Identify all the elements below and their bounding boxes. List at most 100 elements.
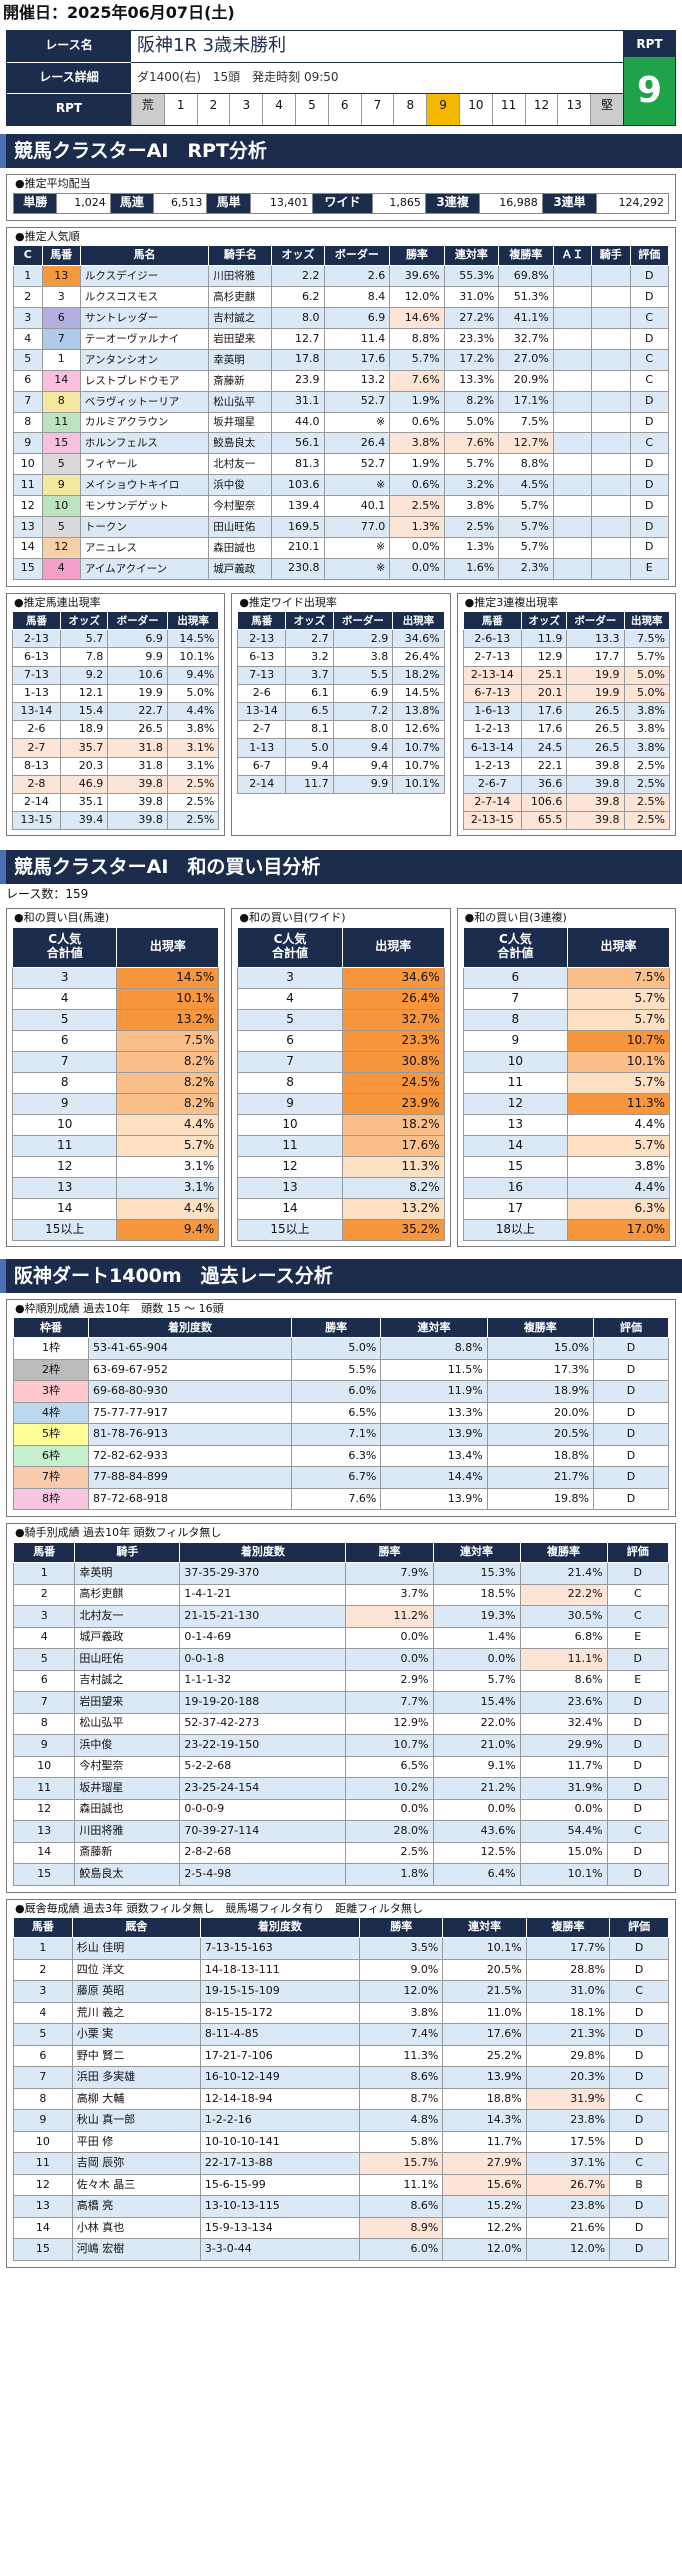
trainer-header: 評価	[609, 1917, 669, 1939]
popularity-cell: 3	[13, 307, 43, 329]
popularity-row: 1 13 ルクスデイジー 川田将雅 2.2 2.6 39.6% 55.3% 69.8% D	[13, 265, 669, 288]
jockey-cell: 6	[12, 1669, 76, 1693]
umaren-cell: 5.7	[59, 629, 109, 649]
popularity-cell	[552, 474, 593, 497]
umaren-cell: 2-13	[12, 629, 61, 649]
umaren-header: ボーダー	[107, 611, 168, 631]
sanrenpuku-cell: 19.9	[566, 683, 625, 704]
trainer-cell: D	[609, 2216, 669, 2240]
rpt-cell-2: 2	[196, 93, 230, 125]
jockey-cell: 3.7%	[345, 1583, 434, 1607]
umaren-cell: 9.4%	[166, 665, 220, 685]
wa-rate: 4.4%	[116, 1113, 220, 1136]
trainer-cell: 31.0%	[525, 1980, 611, 2003]
trainer-cell: 11.0%	[442, 2001, 527, 2025]
trainer-cell: 15	[13, 2238, 73, 2261]
waku-table: 枠番 着別度数 勝率 連対率 複勝率 評価 1枠 53-41-65-904 5.0% 8.8% 15…	[13, 1317, 670, 1511]
waku-cell: 13.9%	[380, 1423, 488, 1446]
jockey-cell: 54.4%	[519, 1820, 608, 1843]
popularity-cell: 1.3%	[389, 515, 445, 538]
jockey-cell: 10.7%	[345, 1734, 434, 1757]
wide-cell: 10.1%	[392, 774, 445, 794]
jockey-cell: 11.7%	[519, 1755, 608, 1779]
payout-value: 13,401	[249, 192, 314, 214]
wa-table: C人気 合計値 出現率 3 34.6% 4 26.4% 5 32.7% 6 23.3% 7 30.8%…	[237, 926, 445, 1241]
popularity-cell: C	[629, 348, 669, 371]
wa-sum: 11	[11, 1134, 118, 1157]
wide-cell: 9.4	[285, 756, 334, 776]
payout-title: ●推定平均配当	[15, 177, 91, 190]
wa-rate: 10.7%	[567, 1029, 670, 1052]
wa-row: 7 30.8%	[237, 1050, 445, 1073]
jockey-cell: 37-35-29-370	[179, 1562, 347, 1585]
wa-row: 15以上 9.4%	[11, 1218, 220, 1241]
popularity-cell: 52.7	[323, 390, 391, 413]
jockey-cell: 2.9%	[345, 1669, 434, 1693]
wide-header: 出現率	[392, 611, 445, 631]
jockey-cell: 12.9%	[345, 1712, 434, 1736]
popularity-cell: 6	[13, 369, 43, 392]
waku-cell: 69-68-80-930	[87, 1380, 292, 1403]
jockey-cell: 22.2%	[519, 1583, 608, 1607]
jockey-cell: 森田誠也	[74, 1798, 181, 1822]
jockey-header: 複勝率	[519, 1542, 608, 1564]
wa-row: 14 13.2%	[237, 1197, 445, 1220]
waku-cell: D	[592, 1487, 670, 1511]
wide-header: 馬番	[237, 611, 287, 631]
trainer-cell: 12.2%	[442, 2216, 527, 2240]
popularity-header: ボーダー	[323, 245, 391, 267]
popularity-cell: 15	[13, 557, 43, 580]
trainer-row: 2 四位 洋文 14-18-13-111 9.0% 20.5% 28.8% D	[13, 1958, 669, 1982]
wa-row: 3 34.6%	[237, 966, 445, 989]
wa-rate: 35.2%	[341, 1218, 445, 1241]
trainer-cell: 12.0%	[525, 2238, 611, 2261]
popularity-cell: 17.2%	[443, 348, 500, 371]
popularity-cell: 27.0%	[498, 348, 554, 371]
popularity-cell: 13	[41, 265, 81, 288]
popularity-cell: D	[629, 515, 669, 538]
wa-rate: 4.4%	[116, 1197, 220, 1220]
jockey-cell: D	[606, 1798, 670, 1822]
jockey-cell: 19.3%	[432, 1605, 521, 1628]
umaren-cell: 2.5%	[166, 811, 220, 831]
trainer-header: 厩舎	[71, 1917, 201, 1939]
waku-cell: 6.5%	[290, 1401, 382, 1425]
trainer-cell: B	[609, 2173, 669, 2197]
wa-rate: 5.7%	[567, 1071, 670, 1094]
sanrenpuku-cell: 12.9	[520, 647, 568, 667]
wa-sum: 8	[11, 1071, 118, 1094]
wa-rate: 17.0%	[567, 1218, 670, 1241]
popularity-box: ●推定人気順 C 馬番 馬名 騎手名 オッズ ボーダー 勝率 連対率 複勝率 ＡＩ 騎手 評価 1 13 ル…	[6, 226, 676, 587]
jockey-cell: 43.6%	[432, 1820, 521, 1843]
trainer-header: 着別度数	[199, 1917, 361, 1939]
wide-cell: 2-6	[237, 683, 287, 704]
jockey-cell: 30.5%	[519, 1605, 608, 1628]
popularity-cell: 6.2	[271, 286, 325, 309]
trainer-cell: 14.3%	[442, 2109, 527, 2132]
popularity-cell: ベラヴィットーリア	[79, 390, 210, 413]
popularity-cell: 40.1	[323, 495, 391, 517]
trainer-cell: 8-11-4-85	[199, 2023, 361, 2046]
popularity-cell: 岩田望来	[208, 327, 273, 350]
wa-row: 10 10.1%	[462, 1050, 670, 1073]
waku-cell: 20.5%	[486, 1423, 594, 1446]
wa-table: C人気 合計値 出現率 6 7.5% 7 5.7% 8 5.7% 9 10.7% 10 10.1% 11…	[462, 926, 670, 1241]
sanrenpuku-cell: 22.1	[520, 756, 568, 776]
trainer-cell: 8.7%	[359, 2087, 444, 2111]
popularity-cell	[591, 557, 631, 580]
trainer-cell: 11.7%	[442, 2130, 527, 2154]
wide-cell: 2-14	[237, 774, 287, 794]
wide-cell: 7-13	[237, 665, 287, 685]
wa-rate: 3.8%	[567, 1155, 670, 1178]
popularity-cell: ※	[323, 557, 391, 580]
wa-rate: 17.6%	[341, 1134, 445, 1157]
wide-cell: 13-14	[237, 702, 287, 722]
wa-title: ●和の買い目(3連複)	[464, 911, 567, 925]
sanrenpuku-cell: 20.1	[520, 683, 568, 704]
wide-cell: 6-7	[237, 756, 287, 776]
trainer-cell: 11.3%	[359, 2044, 444, 2068]
popularity-cell	[552, 411, 593, 434]
umaren-cell: 7.8	[59, 647, 109, 667]
popularity-cell	[591, 515, 631, 538]
jockey-cell: 城戸義政	[74, 1626, 181, 1650]
